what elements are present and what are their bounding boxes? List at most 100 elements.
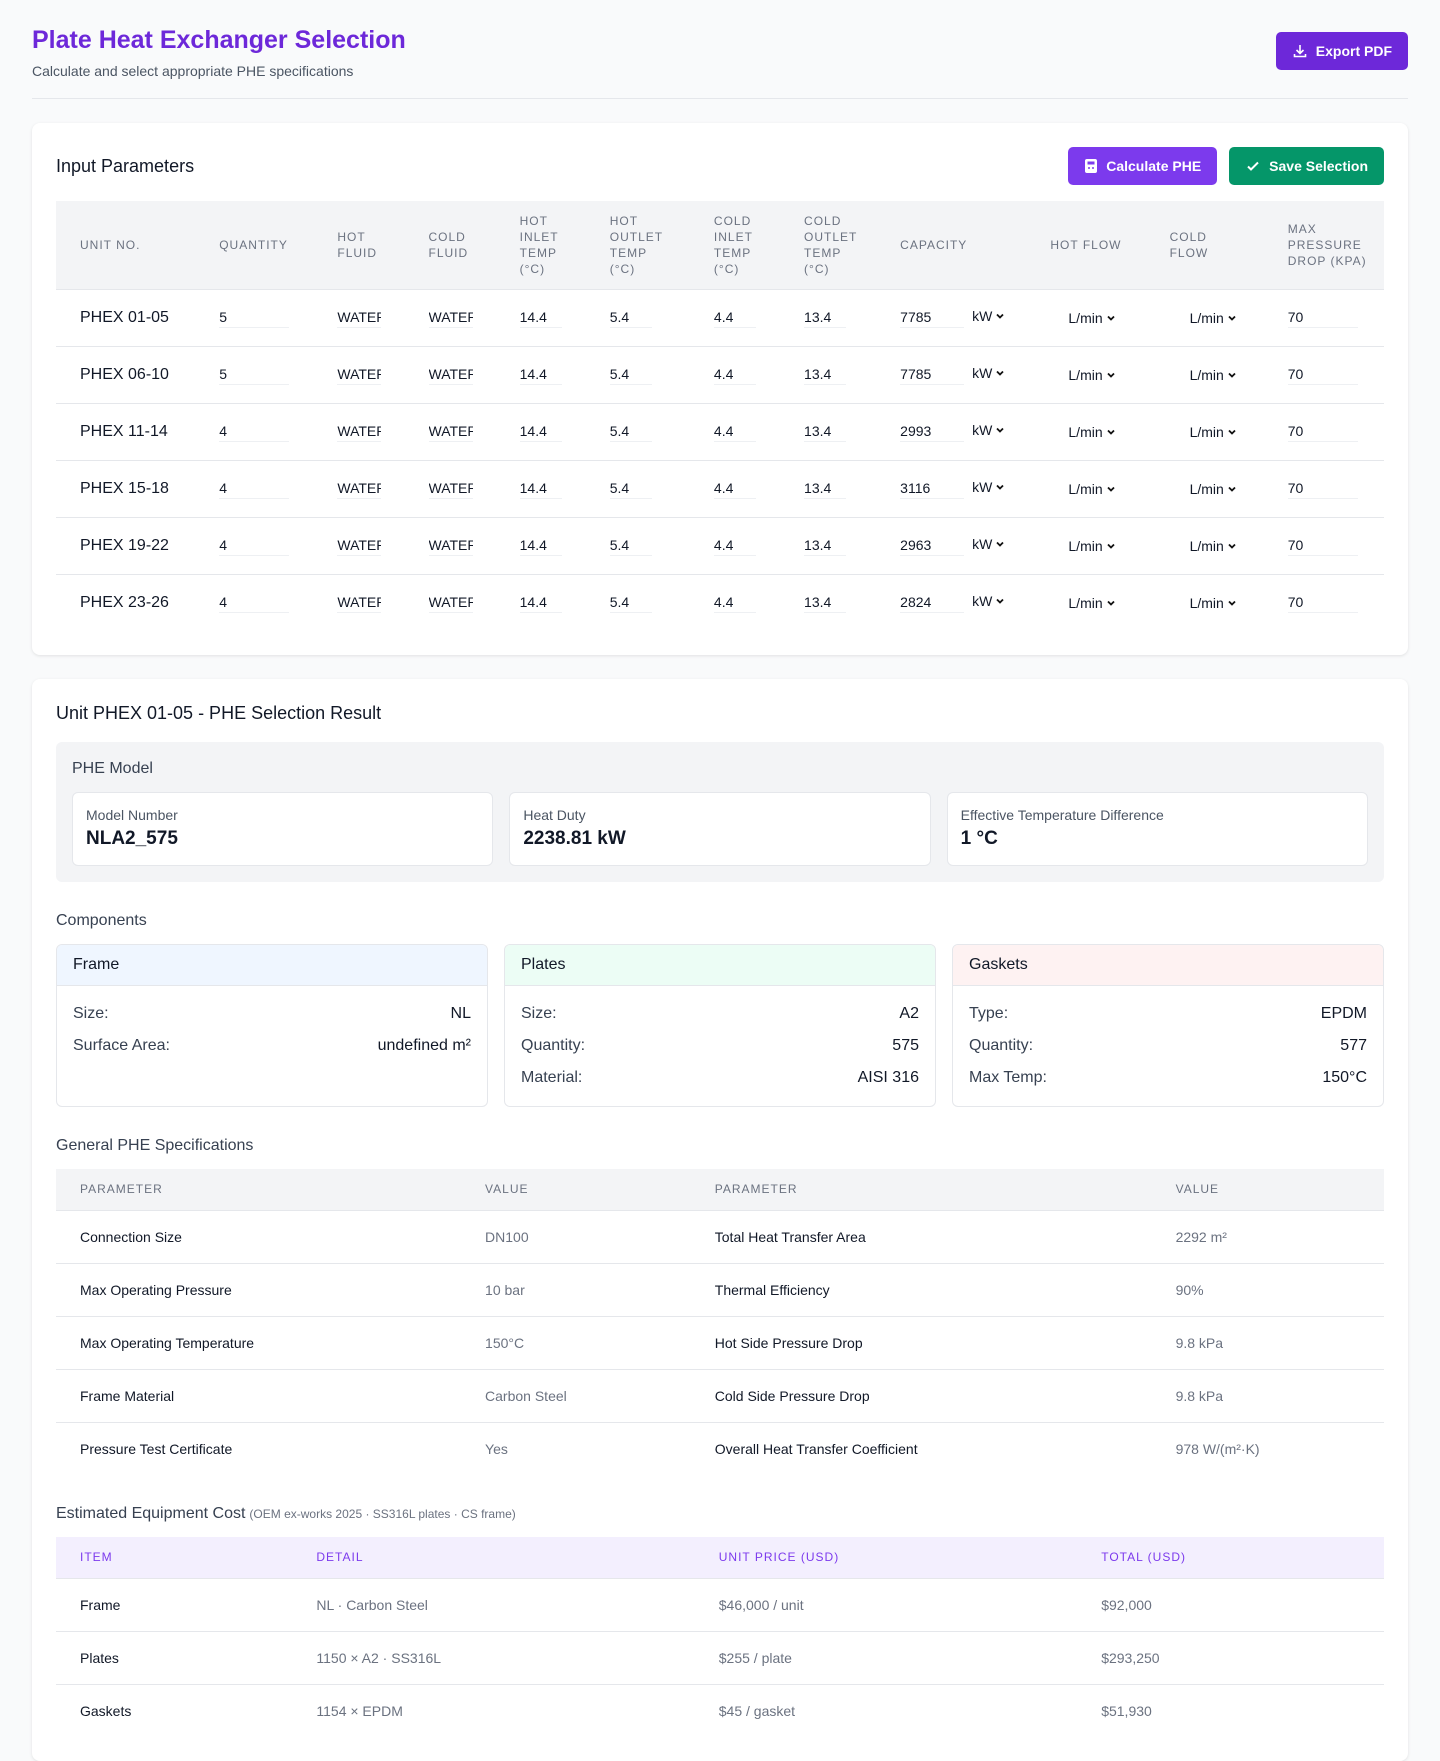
flow-unit[interactable]: L/min bbox=[1068, 424, 1115, 440]
input-field[interactable]: 13.4 bbox=[804, 478, 847, 499]
input-field[interactable]: 4.4 bbox=[713, 592, 756, 614]
input-field[interactable]: 4.4 bbox=[713, 421, 756, 442]
capacity-input[interactable]: 3116 bbox=[900, 478, 965, 499]
component-title: Gaskets bbox=[953, 945, 1383, 986]
input-field[interactable]: 14.4 bbox=[519, 535, 562, 556]
flow-unit[interactable]: L/min bbox=[1068, 538, 1115, 554]
export-button[interactable]: Export PDF bbox=[1275, 32, 1408, 70]
flow-unit[interactable]: L/min bbox=[1068, 481, 1115, 497]
input-field[interactable]: WATER bbox=[428, 307, 473, 328]
cell: Frame bbox=[56, 1577, 293, 1631]
cell: Total Heat Transfer Area bbox=[690, 1209, 1152, 1263]
capacity-input[interactable]: 2963 bbox=[900, 535, 965, 556]
input-field[interactable]: 13.4 bbox=[804, 307, 847, 328]
input-field[interactable]: 70 bbox=[1287, 421, 1358, 442]
capacity-unit[interactable]: kW bbox=[972, 536, 1005, 552]
input-field[interactable]: WATER bbox=[337, 535, 382, 556]
input-field[interactable]: 4 bbox=[219, 535, 290, 556]
input-field[interactable]: 5.4 bbox=[609, 478, 652, 499]
input-field[interactable]: 14.4 bbox=[519, 421, 562, 442]
input-field[interactable]: 5.4 bbox=[609, 592, 652, 614]
row-value: NL bbox=[450, 1005, 471, 1022]
capacity-unit[interactable]: kW bbox=[972, 308, 1005, 324]
input-field[interactable]: 70 bbox=[1287, 307, 1358, 328]
row-key: Max Temp: bbox=[969, 1069, 1047, 1086]
capacity-input[interactable]: 7785 bbox=[900, 307, 965, 328]
flow-unit[interactable]: L/min bbox=[1068, 367, 1115, 383]
input-field[interactable]: 4 bbox=[219, 592, 290, 614]
component-row: Material: AISI 316 bbox=[505, 1062, 935, 1094]
input-field[interactable]: 5.4 bbox=[609, 364, 652, 385]
cell: Plates bbox=[56, 1630, 293, 1684]
flow-unit[interactable]: L/min bbox=[1190, 310, 1237, 326]
flow-unit[interactable]: L/min bbox=[1190, 481, 1237, 497]
cell: 9.8 kPa bbox=[1151, 1315, 1384, 1369]
input-field[interactable]: 4.4 bbox=[713, 478, 756, 499]
input-field[interactable]: 5.4 bbox=[609, 535, 652, 556]
card-label: Model Number bbox=[86, 807, 178, 823]
input-field[interactable]: 4.4 bbox=[713, 364, 756, 385]
capacity-unit[interactable]: kW bbox=[972, 479, 1005, 495]
save-button[interactable]: Save Selection bbox=[1229, 147, 1384, 185]
component-row: Max Temp: 150°C bbox=[953, 1062, 1383, 1094]
cell: Max Operating Pressure bbox=[56, 1262, 462, 1316]
input-field[interactable]: 4.4 bbox=[713, 535, 756, 556]
component-title: Frame bbox=[57, 945, 487, 986]
input-field[interactable]: 70 bbox=[1287, 364, 1358, 385]
input-field[interactable]: 5 bbox=[219, 307, 290, 328]
capacity-unit[interactable]: kW bbox=[972, 593, 1005, 609]
flow-unit[interactable]: L/min bbox=[1190, 595, 1237, 611]
input-field[interactable]: 4.4 bbox=[713, 307, 756, 328]
capacity-input[interactable]: 2824 bbox=[900, 592, 965, 614]
capacity-unit[interactable]: kW bbox=[972, 422, 1005, 438]
input-field[interactable]: WATER bbox=[337, 364, 382, 385]
input-field[interactable]: WATER bbox=[428, 592, 473, 614]
input-field[interactable]: WATER bbox=[337, 592, 382, 614]
flow-cell: L/min bbox=[1145, 402, 1264, 460]
capacity-input[interactable]: 2993 bbox=[900, 421, 965, 442]
cell: 5 bbox=[195, 288, 314, 346]
input-field[interactable]: 13.4 bbox=[804, 535, 847, 556]
input-field[interactable]: WATER bbox=[428, 421, 473, 442]
flow-unit[interactable]: L/min bbox=[1068, 595, 1115, 611]
cell: 5.4 bbox=[585, 573, 690, 631]
input-field[interactable]: 14.4 bbox=[519, 592, 562, 614]
cell: 14.4 bbox=[495, 288, 586, 346]
input-field[interactable]: WATER bbox=[428, 478, 473, 499]
row-key: Size: bbox=[73, 1005, 109, 1022]
input-field[interactable]: 14.4 bbox=[519, 307, 562, 328]
calculate-button[interactable]: Calculate PHE bbox=[1068, 147, 1218, 185]
flow-unit[interactable]: L/min bbox=[1068, 310, 1115, 326]
cell: 5.4 bbox=[585, 516, 690, 574]
page: Plate Heat Exchanger Selection Calculate … bbox=[32, 26, 1408, 1737]
capacity-unit[interactable]: kW bbox=[972, 365, 1005, 381]
input-field[interactable]: WATER bbox=[428, 364, 473, 385]
input-field[interactable]: WATER bbox=[337, 307, 382, 328]
input-field[interactable]: WATER bbox=[337, 478, 382, 499]
flow-unit[interactable]: L/min bbox=[1190, 538, 1237, 554]
input-field[interactable]: 70 bbox=[1287, 478, 1358, 499]
component-card: Plates Size: A2 Quantity: 575 Material: AISI 3… bbox=[504, 944, 936, 1107]
input-field[interactable]: 14.4 bbox=[519, 478, 562, 499]
input-field[interactable]: 14.4 bbox=[519, 364, 562, 385]
capacity-input[interactable]: 7785 bbox=[900, 364, 965, 385]
unit-text: L/min bbox=[1068, 309, 1103, 326]
input-field[interactable]: 70 bbox=[1287, 592, 1358, 614]
input-field[interactable]: WATER bbox=[428, 535, 473, 556]
input-field[interactable]: 13.4 bbox=[804, 364, 847, 385]
flow-unit[interactable]: L/min bbox=[1190, 424, 1237, 440]
input-field[interactable]: WATER bbox=[337, 421, 382, 442]
input-field[interactable]: 70 bbox=[1287, 535, 1358, 556]
input-field[interactable]: 4 bbox=[219, 478, 290, 499]
input-field[interactable]: 4 bbox=[219, 421, 290, 442]
cell: Hot Side Pressure Drop bbox=[690, 1315, 1152, 1369]
flow-cell: L/min bbox=[1026, 402, 1146, 460]
input-field[interactable]: 5 bbox=[219, 364, 290, 385]
input-field[interactable]: 5.4 bbox=[609, 421, 652, 442]
input-field[interactable]: 13.4 bbox=[804, 421, 847, 442]
input-field[interactable]: 5.4 bbox=[609, 307, 652, 328]
model-label: PHE Model bbox=[72, 760, 153, 777]
flow-unit[interactable]: L/min bbox=[1190, 367, 1237, 383]
input-field[interactable]: 13.4 bbox=[804, 592, 847, 614]
cell: $45 / gasket bbox=[694, 1683, 1078, 1737]
